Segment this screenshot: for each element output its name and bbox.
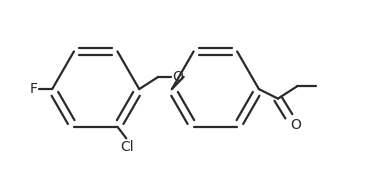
Text: F: F: [29, 82, 37, 96]
Text: O: O: [290, 118, 301, 132]
Text: O: O: [172, 70, 183, 84]
Text: Cl: Cl: [120, 140, 134, 154]
